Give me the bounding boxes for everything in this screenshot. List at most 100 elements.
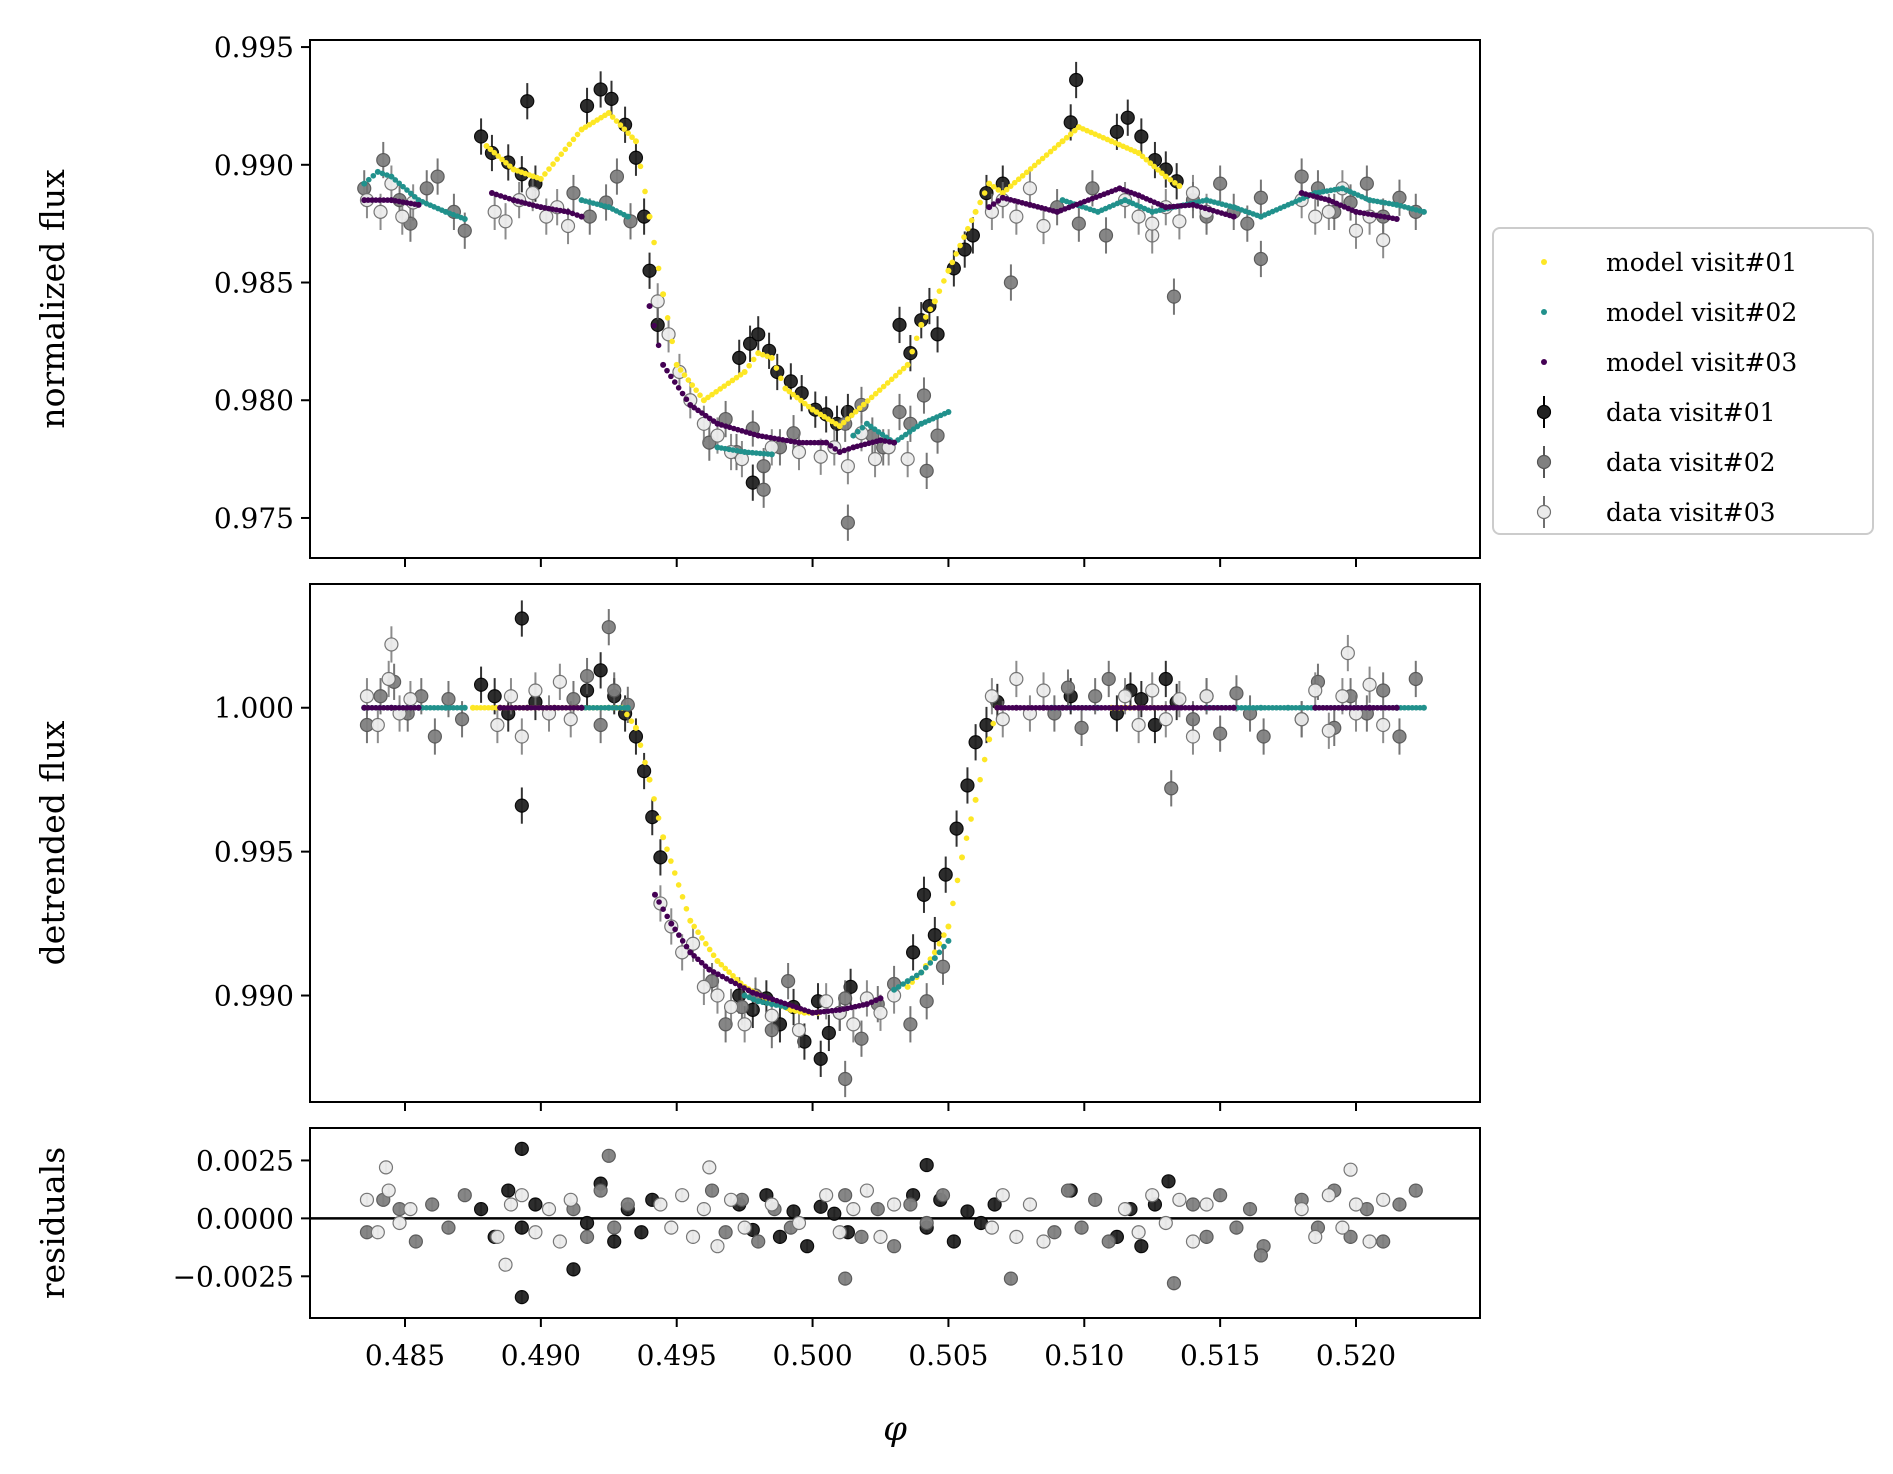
- model-point: [683, 943, 690, 950]
- data-point: [984, 689, 1000, 704]
- model-point: [1017, 704, 1024, 711]
- data-point: [987, 1197, 1002, 1212]
- model-point: [999, 190, 1006, 197]
- model-point: [855, 428, 861, 435]
- model-point: [373, 704, 379, 711]
- model-point: [1131, 704, 1138, 711]
- data-point: [1060, 680, 1076, 695]
- model-point: [1226, 704, 1233, 711]
- data-point: [927, 927, 942, 943]
- data-point: [528, 683, 543, 698]
- model-point: [1409, 704, 1416, 711]
- model-point: [811, 439, 818, 446]
- data-point: [745, 475, 760, 490]
- data-point: [503, 1197, 519, 1212]
- data-point: [1088, 1192, 1103, 1207]
- model-point: [706, 946, 713, 953]
- data-point: [854, 1229, 869, 1245]
- model-point: [1194, 704, 1200, 711]
- model-point: [655, 815, 662, 821]
- model-point: [1293, 704, 1299, 711]
- x-tick-label: 0.490: [501, 1339, 581, 1372]
- data-point: [1009, 209, 1024, 224]
- model-point: [945, 409, 952, 416]
- model-point: [668, 373, 674, 380]
- model-point: [632, 138, 639, 145]
- data-point: [1376, 233, 1391, 248]
- data-point: [1117, 689, 1133, 704]
- data-point: [430, 169, 445, 184]
- model-point: [483, 142, 490, 149]
- legend-label: data visit#01: [1606, 398, 1776, 427]
- model-point: [651, 891, 658, 898]
- data-point: [359, 1192, 375, 1207]
- model-point: [927, 306, 934, 313]
- model-point: [693, 387, 699, 393]
- model-point: [913, 972, 920, 979]
- data-point: [742, 336, 758, 351]
- data-point: [1134, 692, 1149, 707]
- y-tick-label: 0.985: [214, 267, 294, 300]
- model-point: [502, 194, 508, 201]
- model-point: [1230, 213, 1237, 220]
- data-point: [710, 1239, 725, 1254]
- data-point: [1256, 729, 1271, 744]
- data-point: [846, 1017, 861, 1032]
- data-point: [797, 1034, 812, 1049]
- model-point: [722, 965, 729, 972]
- data-point: [566, 692, 581, 707]
- data-point: [732, 350, 747, 365]
- model-point: [977, 776, 983, 783]
- data-point: [737, 1017, 752, 1032]
- model-point: [1015, 176, 1022, 183]
- model-point: [1300, 704, 1307, 711]
- model-point: [1374, 704, 1381, 711]
- panel-bottom: −0.0025 0.0000 0.0025 0.485 0.490 0.495 0.500 0…: [173, 1141, 1480, 1372]
- data-point: [395, 209, 410, 224]
- legend-marker: [1541, 359, 1547, 365]
- data-point: [607, 1220, 622, 1235]
- data-point: [1348, 1197, 1364, 1212]
- data-point: [916, 887, 932, 902]
- legend-entry-model-visit-02: model visit#02: [1541, 298, 1797, 327]
- data-point: [710, 988, 725, 1003]
- data-point: [1348, 223, 1364, 238]
- model-point: [868, 394, 875, 401]
- data-point: [579, 1229, 595, 1245]
- model-point: [1035, 159, 1042, 165]
- model-point: [710, 952, 717, 959]
- model-point: [877, 437, 884, 444]
- model-point: [408, 190, 414, 197]
- data-point: [498, 214, 513, 229]
- panel-top: 0.975 0.980 0.985 0.990 0.995: [214, 31, 1427, 567]
- model-point: [503, 159, 509, 166]
- data-point: [916, 388, 932, 403]
- model-point: [794, 394, 800, 401]
- data-point: [838, 1271, 853, 1286]
- data-point: [846, 1201, 861, 1217]
- y-tick-label: 0.990: [214, 149, 294, 182]
- model-point: [1230, 704, 1237, 711]
- data-point: [498, 1257, 513, 1272]
- data-point: [514, 798, 529, 813]
- model-point: [860, 401, 867, 408]
- model-point: [469, 704, 476, 711]
- data-point: [520, 94, 535, 109]
- data-point: [1117, 1201, 1133, 1217]
- data-point: [1074, 1220, 1089, 1235]
- model-point: [594, 704, 600, 711]
- model-point: [542, 171, 548, 177]
- model-point: [565, 208, 572, 215]
- model-point: [563, 704, 569, 711]
- model-point: [562, 146, 569, 153]
- data-point: [1120, 110, 1135, 125]
- data-point: [579, 98, 595, 114]
- model-point: [1269, 704, 1276, 711]
- model-point: [736, 982, 743, 989]
- model-point: [850, 432, 857, 439]
- data-point: [791, 1022, 807, 1038]
- data-point: [514, 1141, 529, 1156]
- model-point: [396, 704, 402, 711]
- model-point: [1094, 704, 1101, 711]
- model-point: [609, 114, 616, 120]
